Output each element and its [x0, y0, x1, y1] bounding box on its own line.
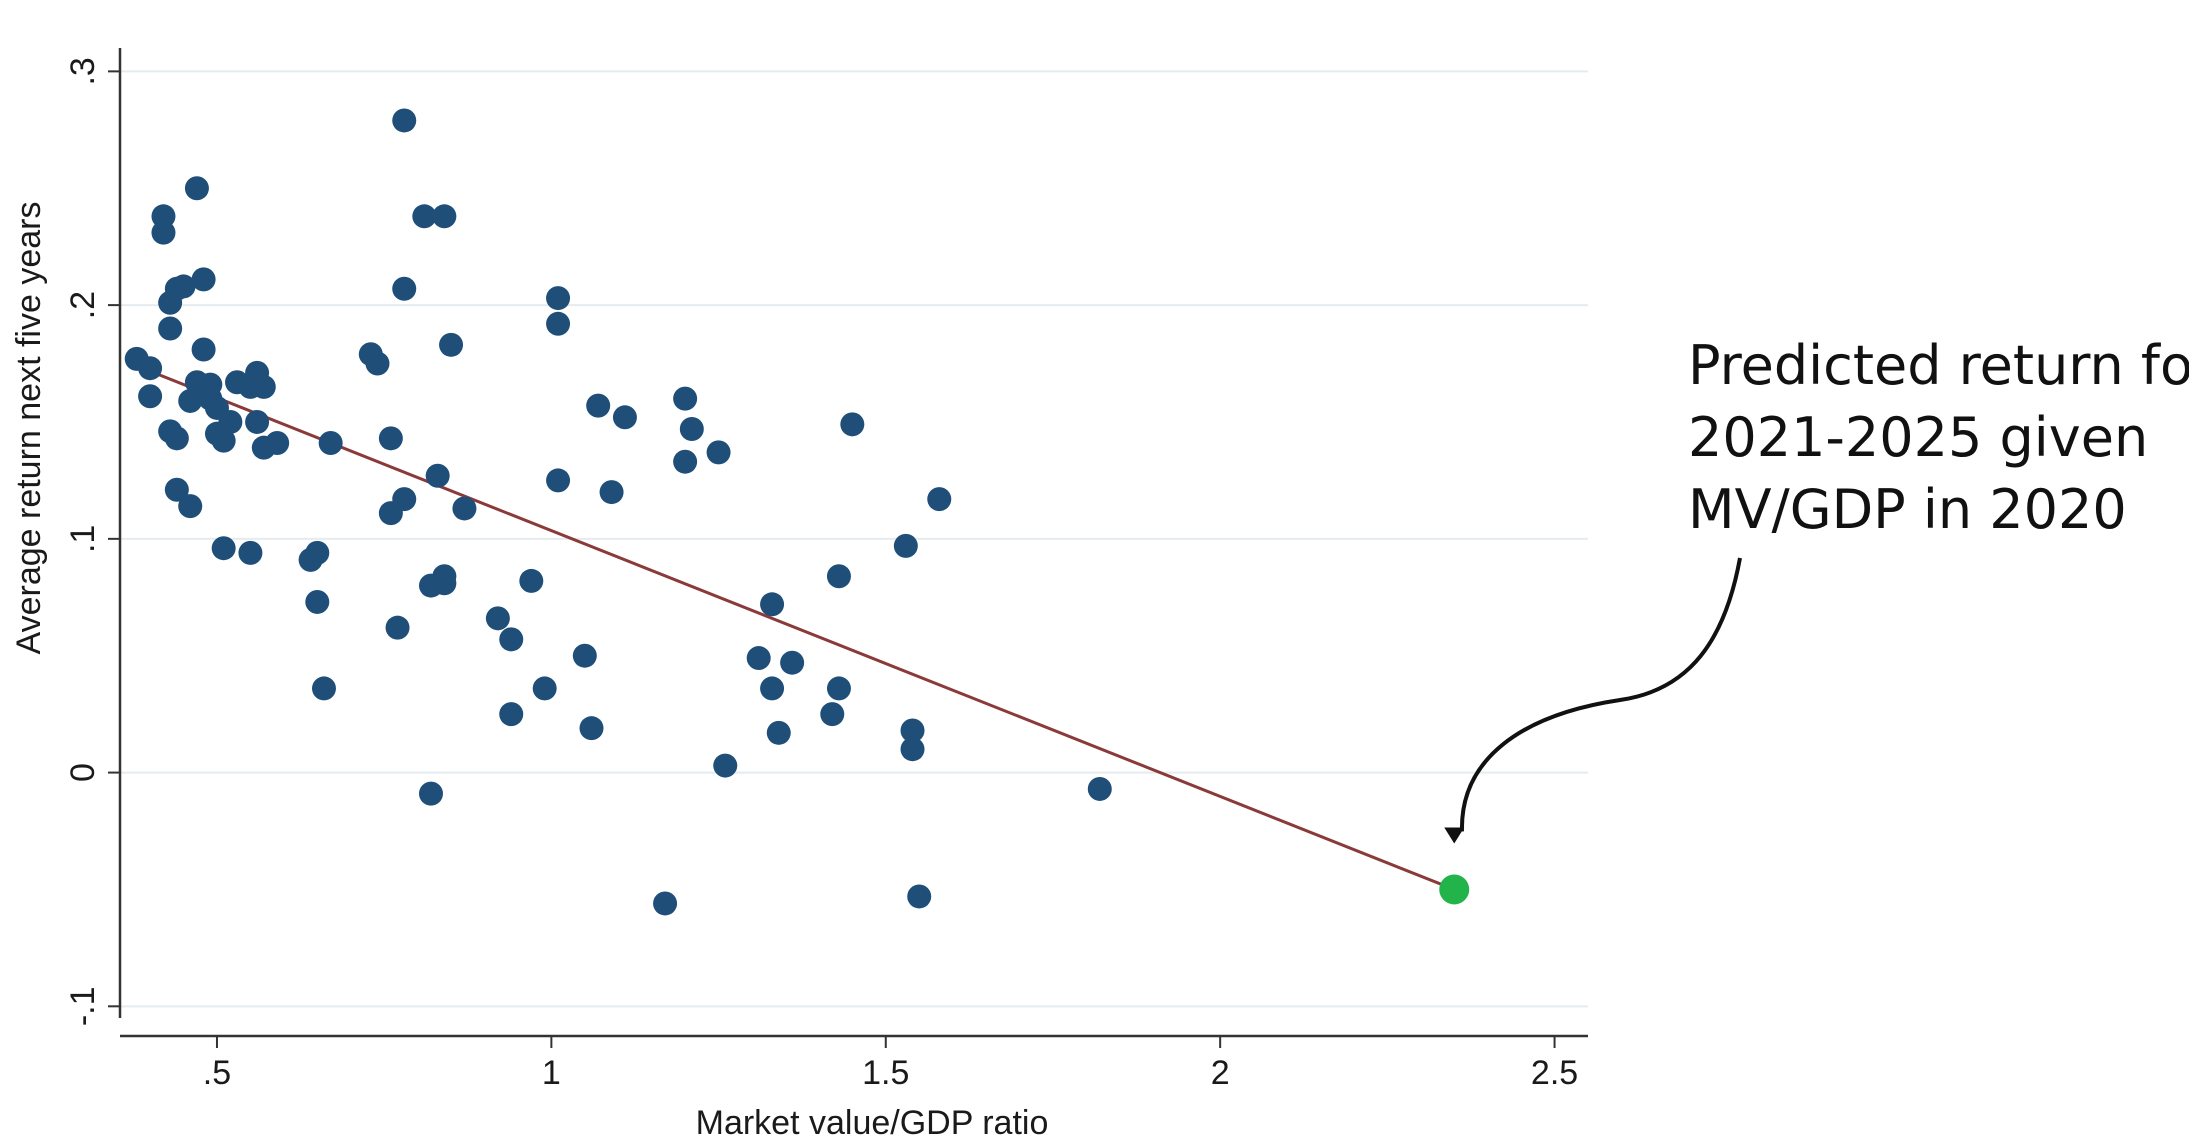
- data-point: [927, 487, 952, 512]
- data-point: [392, 276, 417, 301]
- annotation-line-1: Predicted return for: [1688, 334, 2189, 397]
- data-point: [760, 676, 785, 701]
- data-point: [766, 720, 791, 745]
- data-point: [599, 480, 624, 505]
- data-point: [673, 449, 698, 474]
- data-point: [392, 487, 417, 512]
- data-point: [432, 571, 457, 596]
- data-point: [251, 374, 276, 399]
- data-point: [499, 627, 524, 652]
- y-tick-label: .3: [64, 57, 102, 85]
- data-point: [907, 884, 932, 909]
- data-point: [184, 176, 209, 201]
- predicted-point: [1439, 874, 1470, 905]
- x-axis-label: Market value/GDP ratio: [696, 1104, 1049, 1142]
- data-point: [452, 496, 477, 521]
- data-point: [432, 204, 457, 229]
- data-point: [893, 533, 918, 558]
- y-tick-label: .1: [64, 525, 102, 553]
- annotation-line-2: 2021-2025 given: [1688, 406, 2149, 469]
- data-points: [124, 108, 1112, 916]
- annotation-line-3: MV/GDP in 2020: [1688, 478, 2127, 541]
- data-point: [158, 316, 183, 341]
- data-point: [780, 650, 805, 675]
- data-point: [546, 311, 571, 336]
- annotation-arrow-group: [1444, 557, 1742, 844]
- y-tick-label: -.1: [64, 986, 102, 1026]
- data-point: [840, 412, 865, 437]
- data-point: [579, 716, 604, 741]
- x-tick-label: .5: [203, 1054, 231, 1092]
- data-point: [499, 702, 524, 727]
- data-point: [191, 267, 216, 292]
- data-point: [311, 676, 336, 701]
- data-point: [171, 274, 196, 299]
- annotation-arrow: [1459, 557, 1742, 832]
- highlight-group: [1439, 874, 1470, 905]
- data-point: [760, 592, 785, 617]
- data-point: [519, 568, 544, 593]
- y-tick-label: .2: [64, 291, 102, 319]
- axes: [108, 48, 1588, 1048]
- data-point: [378, 426, 403, 451]
- data-point: [746, 646, 771, 671]
- data-point: [138, 384, 163, 409]
- annotation-text: Predicted return for 2021-2025 given MV/…: [1688, 330, 2189, 546]
- data-point: [305, 540, 330, 565]
- data-point: [612, 405, 637, 430]
- data-point: [679, 416, 704, 441]
- data-point: [673, 386, 698, 411]
- fit-line: [136, 364, 1455, 891]
- data-point: [900, 718, 925, 743]
- data-point: [265, 431, 290, 456]
- data-point: [546, 468, 571, 493]
- x-tick-label: 2: [1211, 1054, 1230, 1092]
- data-point: [392, 108, 417, 133]
- data-point: [138, 356, 163, 381]
- data-point: [218, 409, 243, 434]
- data-point: [164, 426, 189, 451]
- data-point: [546, 286, 571, 311]
- data-point: [900, 737, 925, 762]
- data-point: [191, 337, 216, 362]
- data-point: [425, 463, 450, 488]
- data-point: [305, 589, 330, 614]
- data-point: [706, 440, 731, 465]
- x-tick-label: 1.5: [862, 1054, 909, 1092]
- data-point: [211, 428, 236, 453]
- data-point: [318, 431, 343, 456]
- data-point: [245, 409, 270, 434]
- data-point: [178, 388, 203, 413]
- tick-labels: -.1 0 .1 .2 .3 .5 1 1.5 2 2.5: [64, 57, 1578, 1092]
- data-point: [385, 615, 410, 640]
- data-point: [211, 536, 236, 561]
- data-point: [826, 676, 851, 701]
- data-point: [485, 606, 510, 631]
- gridlines: [120, 70, 1588, 1008]
- x-tick-label: 2.5: [1531, 1054, 1578, 1092]
- data-point: [572, 643, 597, 668]
- data-point: [532, 676, 557, 701]
- y-axis-label: Average return next five years: [10, 202, 48, 655]
- data-point: [151, 204, 176, 229]
- data-point: [713, 753, 738, 778]
- y-tick-label: 0: [64, 763, 102, 782]
- data-point: [238, 540, 263, 565]
- data-point: [826, 564, 851, 589]
- data-point: [164, 477, 189, 502]
- fit-line-group: [136, 364, 1455, 891]
- data-point: [820, 702, 845, 727]
- data-point: [418, 781, 443, 806]
- data-point: [439, 332, 464, 357]
- x-tick-label: 1: [542, 1054, 561, 1092]
- data-point: [178, 494, 203, 519]
- arrowhead: [1444, 827, 1465, 844]
- data-point: [653, 891, 678, 916]
- data-point: [365, 351, 390, 376]
- data-point: [412, 204, 437, 229]
- data-point: [1087, 776, 1112, 801]
- data-point: [586, 393, 611, 418]
